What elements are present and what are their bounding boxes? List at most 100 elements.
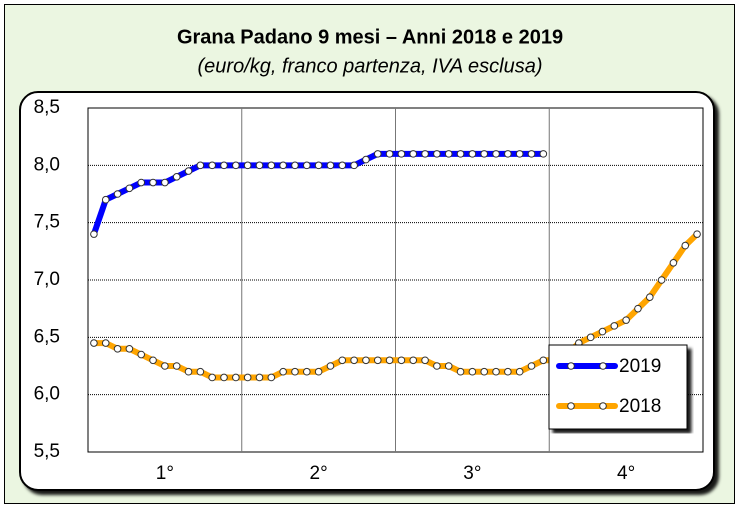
- legend-label: 2018: [619, 396, 661, 417]
- data-point: [125, 184, 134, 193]
- x-tick-label: 1°: [156, 463, 174, 484]
- data-point: [622, 316, 630, 324]
- data-point: [539, 150, 548, 158]
- data-point: [101, 195, 110, 204]
- data-point: [149, 356, 157, 365]
- data-point: [527, 150, 536, 158]
- plot: 5,5 6,0 6,5 7,0 7,5 8,0 8,5 1° 2° 3° 4° 2019 2018: [34, 97, 703, 484]
- data-point: [90, 230, 98, 238]
- data-point: [468, 367, 477, 376]
- data-point: [397, 356, 406, 365]
- data-point: [657, 276, 666, 284]
- data-point: [232, 373, 240, 382]
- data-point: [220, 373, 228, 382]
- data-point: [255, 373, 264, 382]
- data-point: [456, 367, 465, 376]
- y-tick-label: 5,5: [34, 441, 60, 462]
- data-point: [255, 161, 264, 170]
- y-tick-label: 6,5: [34, 326, 60, 347]
- data-point: [515, 150, 524, 158]
- data-point: [409, 356, 418, 365]
- data-point: [504, 150, 512, 158]
- data-point: [504, 367, 512, 376]
- data-point: [468, 150, 477, 158]
- data-point: [456, 150, 465, 158]
- data-point: [421, 356, 429, 365]
- data-point: [184, 167, 193, 175]
- data-point: [385, 150, 394, 158]
- data-point: [373, 356, 382, 365]
- y-tick-label: 6,0: [34, 384, 60, 405]
- data-point: [149, 178, 157, 187]
- data-point: [350, 161, 358, 170]
- data-point: [220, 161, 228, 170]
- data-point: [385, 356, 394, 365]
- data-point: [137, 350, 146, 359]
- data-point: [338, 356, 347, 365]
- data-point: [101, 339, 110, 347]
- y-tick-label: 8,5: [34, 97, 60, 118]
- data-point: [444, 362, 453, 370]
- data-point: [267, 161, 276, 170]
- data-point: [125, 345, 134, 353]
- data-point: [243, 373, 252, 382]
- data-point: [291, 367, 299, 376]
- data-point: [586, 333, 595, 342]
- data-point: [681, 241, 690, 250]
- legend-marker: [599, 402, 607, 410]
- data-point: [196, 367, 205, 376]
- data-point: [232, 161, 240, 170]
- data-point: [362, 356, 370, 365]
- data-point: [172, 362, 181, 370]
- legend-box: [548, 344, 688, 430]
- data-point: [433, 150, 441, 158]
- data-point: [161, 362, 169, 370]
- data-point: [314, 367, 323, 376]
- data-point: [90, 339, 98, 347]
- chart-subtitle: (euro/kg, franco partenza, IVA esclusa): [198, 55, 543, 77]
- data-point: [515, 367, 524, 376]
- data-point: [314, 161, 323, 170]
- legend-label: 2019: [619, 356, 661, 377]
- data-point: [409, 150, 418, 158]
- data-point: [421, 150, 429, 158]
- data-point: [279, 367, 287, 376]
- legend-marker: [567, 402, 575, 410]
- y-tick-label: 8,0: [34, 154, 60, 175]
- data-point: [302, 161, 311, 170]
- data-point: [113, 190, 122, 198]
- data-point: [362, 155, 370, 164]
- x-tick-label: 2°: [310, 463, 328, 484]
- data-point: [161, 178, 169, 187]
- data-point: [350, 356, 358, 365]
- data-point: [634, 304, 642, 313]
- data-point: [208, 373, 216, 382]
- data-point: [113, 345, 122, 353]
- data-point: [196, 161, 205, 170]
- data-point: [669, 259, 678, 267]
- data-point: [137, 178, 146, 187]
- data-point: [527, 362, 536, 370]
- x-tick-label: 3°: [463, 463, 481, 484]
- series-line: [90, 231, 701, 381]
- data-point: [243, 161, 252, 170]
- data-point: [302, 367, 311, 376]
- data-point: [433, 362, 441, 370]
- y-tick-label: 7,5: [34, 212, 60, 233]
- data-point: [279, 161, 287, 170]
- data-point: [444, 150, 453, 158]
- data-point: [492, 150, 500, 158]
- data-point: [338, 161, 347, 170]
- data-point: [480, 367, 489, 376]
- data-point: [184, 367, 193, 376]
- data-point: [208, 161, 216, 170]
- data-point: [172, 173, 181, 181]
- data-point: [693, 230, 701, 238]
- data-point: [610, 322, 619, 330]
- data-point: [645, 293, 654, 302]
- data-point: [291, 161, 299, 170]
- legend-marker: [567, 362, 575, 370]
- chart-title: Grana Padano 9 mesi – Anni 2018 e 2019: [177, 26, 563, 48]
- data-point: [492, 367, 500, 376]
